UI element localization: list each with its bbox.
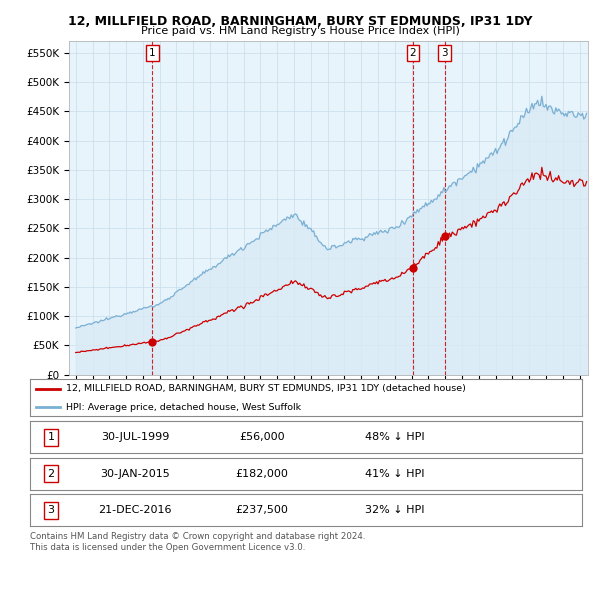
Text: £182,000: £182,000 xyxy=(235,469,288,478)
Text: Contains HM Land Registry data © Crown copyright and database right 2024.
This d: Contains HM Land Registry data © Crown c… xyxy=(30,532,365,552)
Text: 30-JAN-2015: 30-JAN-2015 xyxy=(100,469,170,478)
Text: Price paid vs. HM Land Registry's House Price Index (HPI): Price paid vs. HM Land Registry's House … xyxy=(140,26,460,36)
Text: 2: 2 xyxy=(47,469,55,478)
Text: 41% ↓ HPI: 41% ↓ HPI xyxy=(365,469,424,478)
Text: 3: 3 xyxy=(47,506,55,515)
Text: £56,000: £56,000 xyxy=(239,432,284,442)
Text: 32% ↓ HPI: 32% ↓ HPI xyxy=(365,506,424,515)
Text: HPI: Average price, detached house, West Suffolk: HPI: Average price, detached house, West… xyxy=(66,402,301,412)
Text: 30-JUL-1999: 30-JUL-1999 xyxy=(101,432,169,442)
Text: 1: 1 xyxy=(47,432,55,442)
Text: 12, MILLFIELD ROAD, BARNINGHAM, BURY ST EDMUNDS, IP31 1DY (detached house): 12, MILLFIELD ROAD, BARNINGHAM, BURY ST … xyxy=(66,384,466,394)
Text: £237,500: £237,500 xyxy=(235,506,288,515)
Text: 1: 1 xyxy=(149,48,156,58)
Text: 2: 2 xyxy=(410,48,416,58)
Text: 3: 3 xyxy=(442,48,448,58)
Text: 21-DEC-2016: 21-DEC-2016 xyxy=(98,506,172,515)
Text: 12, MILLFIELD ROAD, BARNINGHAM, BURY ST EDMUNDS, IP31 1DY: 12, MILLFIELD ROAD, BARNINGHAM, BURY ST … xyxy=(68,15,532,28)
Text: 48% ↓ HPI: 48% ↓ HPI xyxy=(365,432,424,442)
